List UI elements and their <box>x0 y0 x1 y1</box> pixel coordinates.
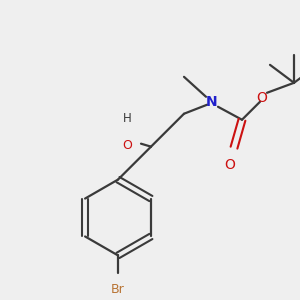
Text: O: O <box>256 91 267 105</box>
Text: N: N <box>206 95 218 109</box>
Text: H: H <box>123 112 131 125</box>
Text: O: O <box>122 139 132 152</box>
Text: O: O <box>225 158 236 172</box>
Text: Br: Br <box>111 284 125 296</box>
